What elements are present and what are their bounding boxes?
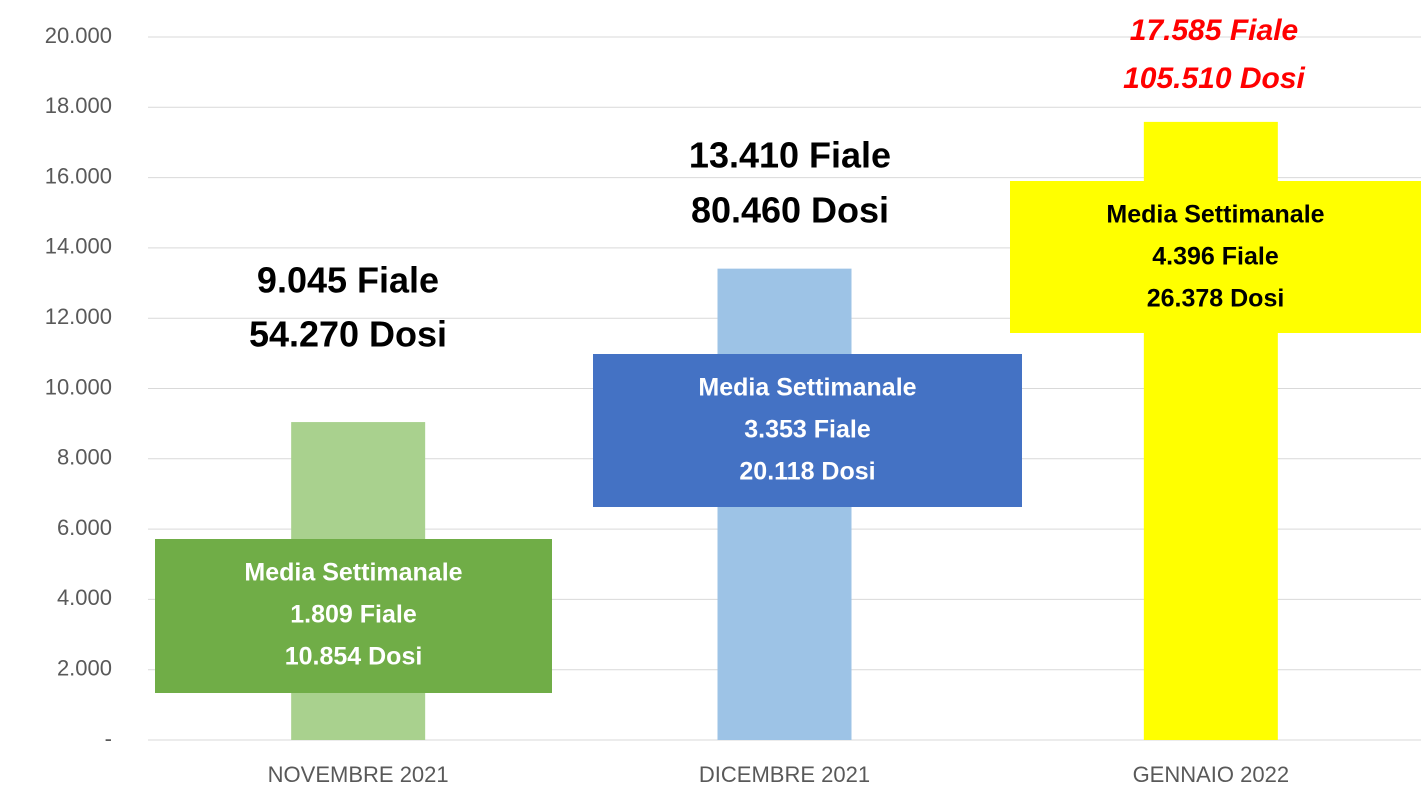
info-box-text: 10.854 Dosi	[285, 643, 423, 671]
y-tick-label: 12.000	[45, 304, 112, 329]
info-box-text: 3.353 Fiale	[744, 416, 871, 444]
info-box-text: 4.396 Fiale	[1152, 243, 1279, 271]
x-tick-label: GENNAIO 2022	[1133, 762, 1290, 787]
dose-label: 80.460 Dosi	[691, 190, 889, 231]
y-tick-label: 4.000	[57, 585, 112, 610]
x-tick-label: DICEMBRE 2021	[699, 762, 870, 787]
info-box-text: Media Settimanale	[244, 559, 462, 587]
info-box-text: 1.809 Fiale	[290, 601, 417, 629]
info-box-text: 26.378 Dosi	[1147, 285, 1285, 313]
value-label: 9.045 Fiale	[257, 260, 439, 301]
y-tick-label: 2.000	[57, 656, 112, 681]
y-tick-label: 10.000	[45, 374, 112, 399]
y-tick-label: 20.000	[45, 23, 112, 48]
x-tick-label: NOVEMBRE 2021	[268, 762, 449, 787]
y-tick-label: 6.000	[57, 515, 112, 540]
value-label: 13.410 Fiale	[689, 135, 891, 176]
info-box	[155, 539, 552, 693]
info-box	[593, 354, 1022, 507]
y-tick-label: 16.000	[45, 163, 112, 188]
dose-label: 54.270 Dosi	[249, 314, 447, 355]
dose-label: 105.510 Dosi	[1123, 62, 1305, 95]
info-box-text: 20.118 Dosi	[739, 458, 875, 486]
y-tick-label: 8.000	[57, 445, 112, 470]
y-tick-label: -	[105, 726, 112, 751]
info-box	[1010, 181, 1421, 333]
info-box-text: Media Settimanale	[1106, 201, 1324, 229]
value-label: 17.585 Fiale	[1130, 14, 1298, 47]
y-tick-label: 14.000	[45, 234, 112, 259]
info-box-text: Media Settimanale	[698, 374, 916, 402]
y-tick-label: 18.000	[45, 93, 112, 118]
